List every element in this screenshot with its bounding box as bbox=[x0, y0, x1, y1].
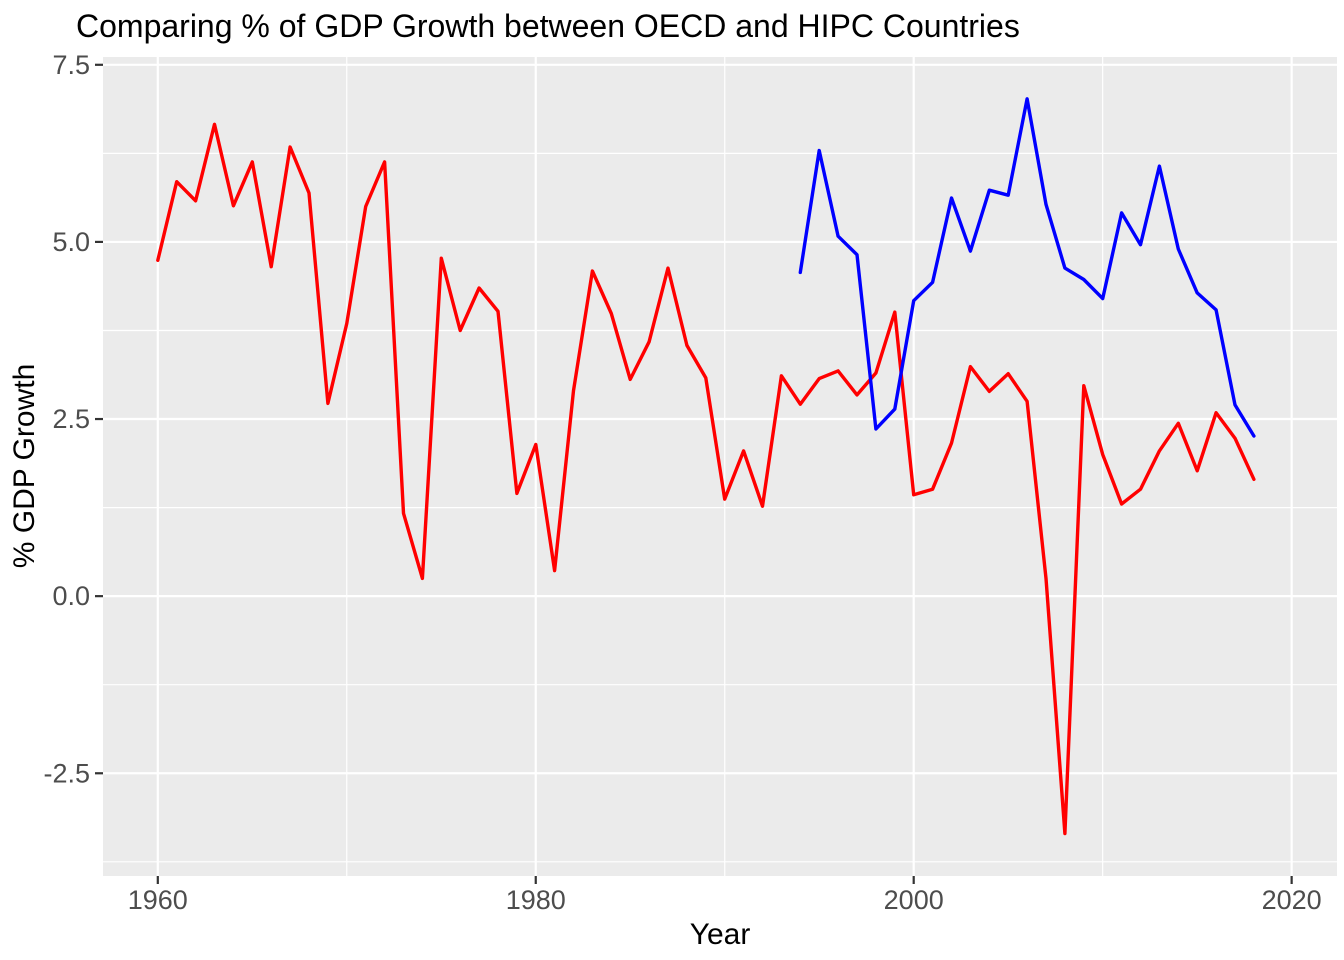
data-series-lines bbox=[156, 97, 1256, 836]
y-tick-label: 7.5 bbox=[52, 50, 90, 80]
y-tick-label: 5.0 bbox=[52, 227, 90, 257]
x-tick-label: 1960 bbox=[128, 885, 188, 915]
y-axis-tick-labels: 7.5 5.0 2.5 0.0 -2.5 bbox=[43, 50, 90, 788]
major-gridlines bbox=[103, 57, 1337, 876]
x-tick-label: 2000 bbox=[884, 885, 944, 915]
y-tick-label: 0.0 bbox=[52, 581, 90, 611]
chart-title: Comparing % of GDP Growth between OECD a… bbox=[76, 8, 1020, 44]
x-axis-title: Year bbox=[690, 918, 751, 951]
y-tick-label: -2.5 bbox=[43, 758, 90, 788]
y-tick-label: 2.5 bbox=[52, 404, 90, 434]
y-axis-title: % GDP Growth bbox=[8, 364, 41, 569]
oecd-line bbox=[156, 122, 1256, 836]
hipc-line bbox=[798, 97, 1256, 438]
minor-gridlines bbox=[103, 57, 1337, 876]
axis-tick-marks bbox=[95, 63, 1293, 884]
x-axis-tick-labels: 1960 1980 2000 2020 bbox=[128, 885, 1322, 915]
x-tick-label: 2020 bbox=[1262, 885, 1322, 915]
x-tick-label: 1980 bbox=[506, 885, 566, 915]
